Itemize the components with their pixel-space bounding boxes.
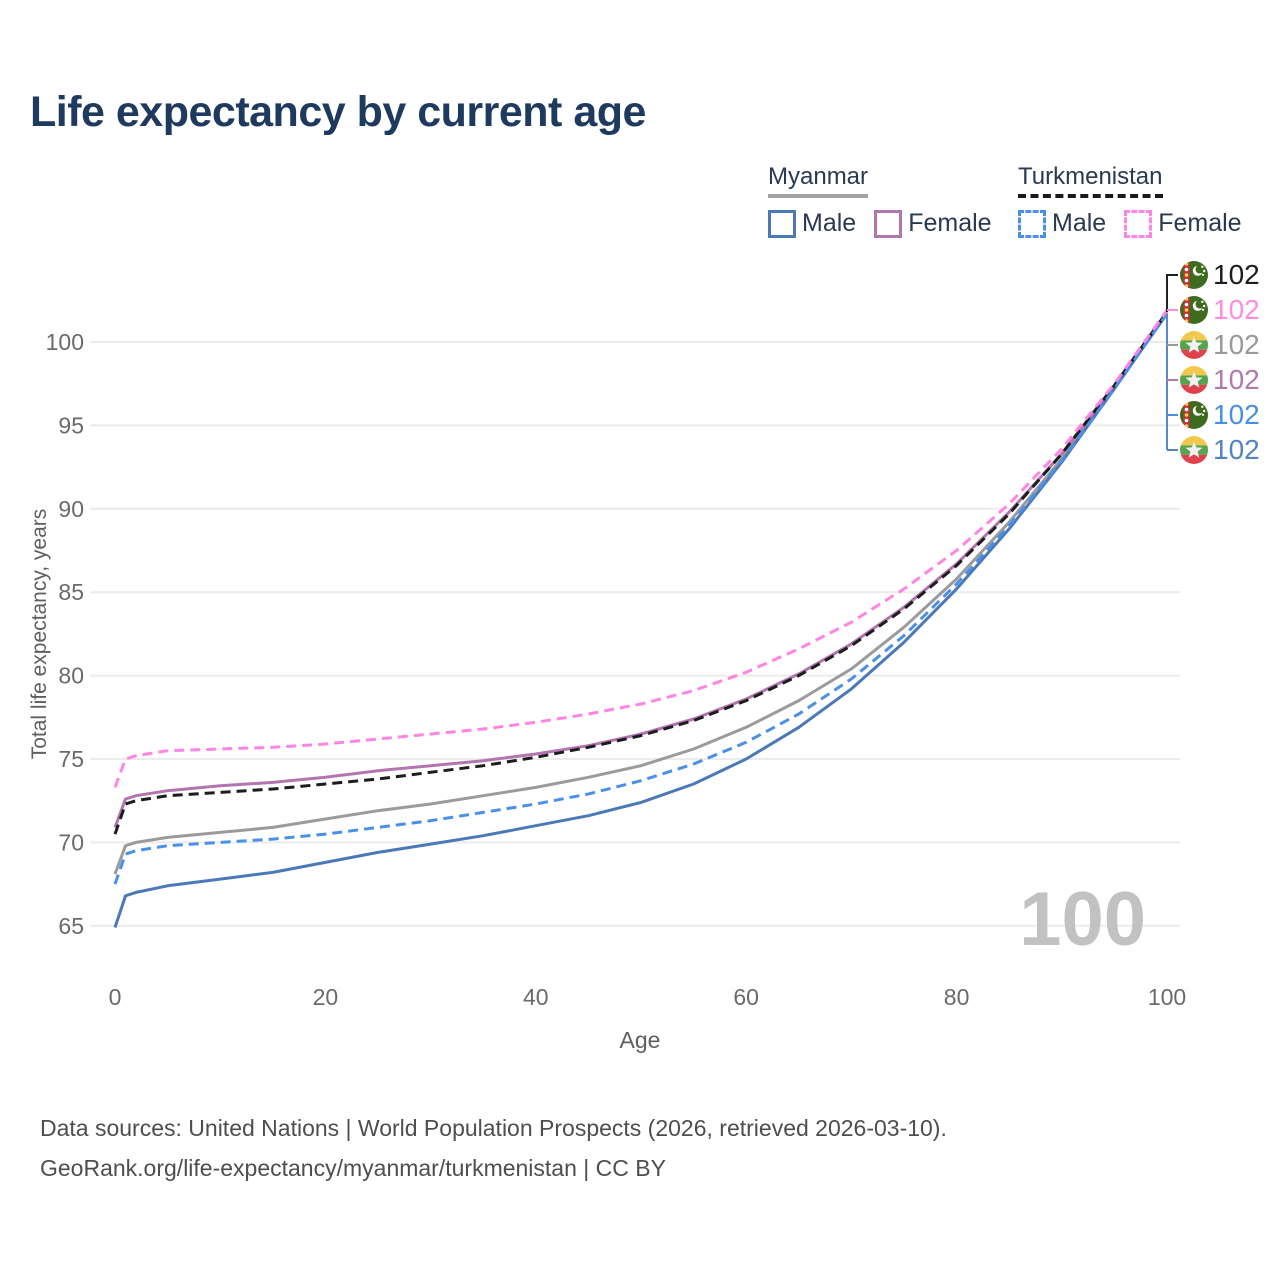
myanmar-flag-icon	[1180, 331, 1208, 359]
series-line-myanmar-male[interactable]	[113, 312, 1169, 928]
turkmenistan-flag-icon	[1180, 296, 1208, 324]
legend-country-turkmenistan[interactable]: Turkmenistan	[1018, 163, 1163, 198]
y-tick-label: 75	[58, 746, 84, 772]
end-value-label-turkmenistan-male: 102	[1213, 399, 1260, 430]
turkmenistan-flag-icon	[1180, 261, 1208, 289]
legend-swatch-myanmar-male[interactable]	[768, 209, 796, 238]
y-axis-title: Total life expectancy, years	[28, 509, 51, 760]
end-value-label-myanmar-female: 102	[1213, 364, 1260, 395]
y-tick-label: 90	[58, 496, 84, 522]
series-line-myanmar-both[interactable]	[113, 312, 1169, 875]
legend-country-myanmar[interactable]: Myanmar	[768, 163, 869, 198]
legend-label-turkmenistan-female[interactable]: Female	[1158, 209, 1242, 237]
x-tick-label: 40	[523, 984, 549, 1010]
series-line-turkmenistan-male[interactable]	[113, 312, 1169, 885]
leader-line-black	[1166, 274, 1178, 312]
hover-age-watermark: 100	[1019, 877, 1146, 962]
series-line-turkmenistan-female[interactable]	[113, 309, 1169, 788]
legend-label-myanmar-female[interactable]: Female	[908, 209, 992, 237]
legend-group-turkmenistan: Turkmenistan Male Female	[1018, 163, 1260, 238]
legend-group-myanmar: Myanmar Male Female	[768, 163, 1010, 238]
y-tick-label: 65	[58, 913, 84, 939]
myanmar-flag-icon	[1180, 436, 1208, 464]
y-tick-label: 95	[58, 412, 84, 438]
footer-attribution: GeoRank.org/life-expectancy/myanmar/turk…	[40, 1155, 666, 1181]
x-tick-label: 80	[944, 984, 970, 1010]
end-value-label-myanmar-male: 102	[1213, 434, 1260, 465]
end-value-label-turkmenistan-female: 102	[1213, 294, 1260, 325]
y-tick-label: 70	[58, 829, 84, 855]
legend-label-turkmenistan-male[interactable]: Male	[1052, 209, 1107, 237]
turkmenistan-flag-icon	[1180, 401, 1208, 429]
legend-swatch-turkmenistan-male[interactable]	[1018, 209, 1046, 238]
legend-swatch-myanmar-female[interactable]	[874, 209, 903, 238]
x-tick-label: 100	[1148, 984, 1186, 1010]
chart-title: Life expectancy by current age	[30, 88, 646, 136]
x-axis-title: Age	[620, 1027, 661, 1053]
footer-datasource: Data sources: United Nations | World Pop…	[40, 1115, 947, 1141]
x-tick-label: 0	[109, 984, 122, 1010]
end-value-label-turkmenistan-both: 102	[1213, 259, 1260, 290]
line-chart[interactable]: 65 70 75 80 85 90 95 100 0 20 40 60 80 100 Age Total li…	[0, 250, 1280, 1080]
legend-swatch-turkmenistan-female[interactable]	[1124, 209, 1153, 238]
x-tick-label: 60	[733, 984, 759, 1010]
y-tick-label: 80	[58, 663, 84, 689]
y-tick-label: 85	[58, 579, 84, 605]
myanmar-flag-icon	[1180, 366, 1208, 394]
footer: Data sources: United Nations | World Pop…	[40, 1108, 947, 1188]
y-tick-label: 100	[46, 329, 84, 355]
end-value-label-myanmar-both: 102	[1213, 329, 1260, 360]
series-line-turkmenistan-both[interactable]	[113, 311, 1169, 835]
series-line-myanmar-female[interactable]	[113, 311, 1169, 828]
legend-label-myanmar-male[interactable]: Male	[802, 209, 857, 237]
x-tick-label: 20	[313, 984, 339, 1010]
